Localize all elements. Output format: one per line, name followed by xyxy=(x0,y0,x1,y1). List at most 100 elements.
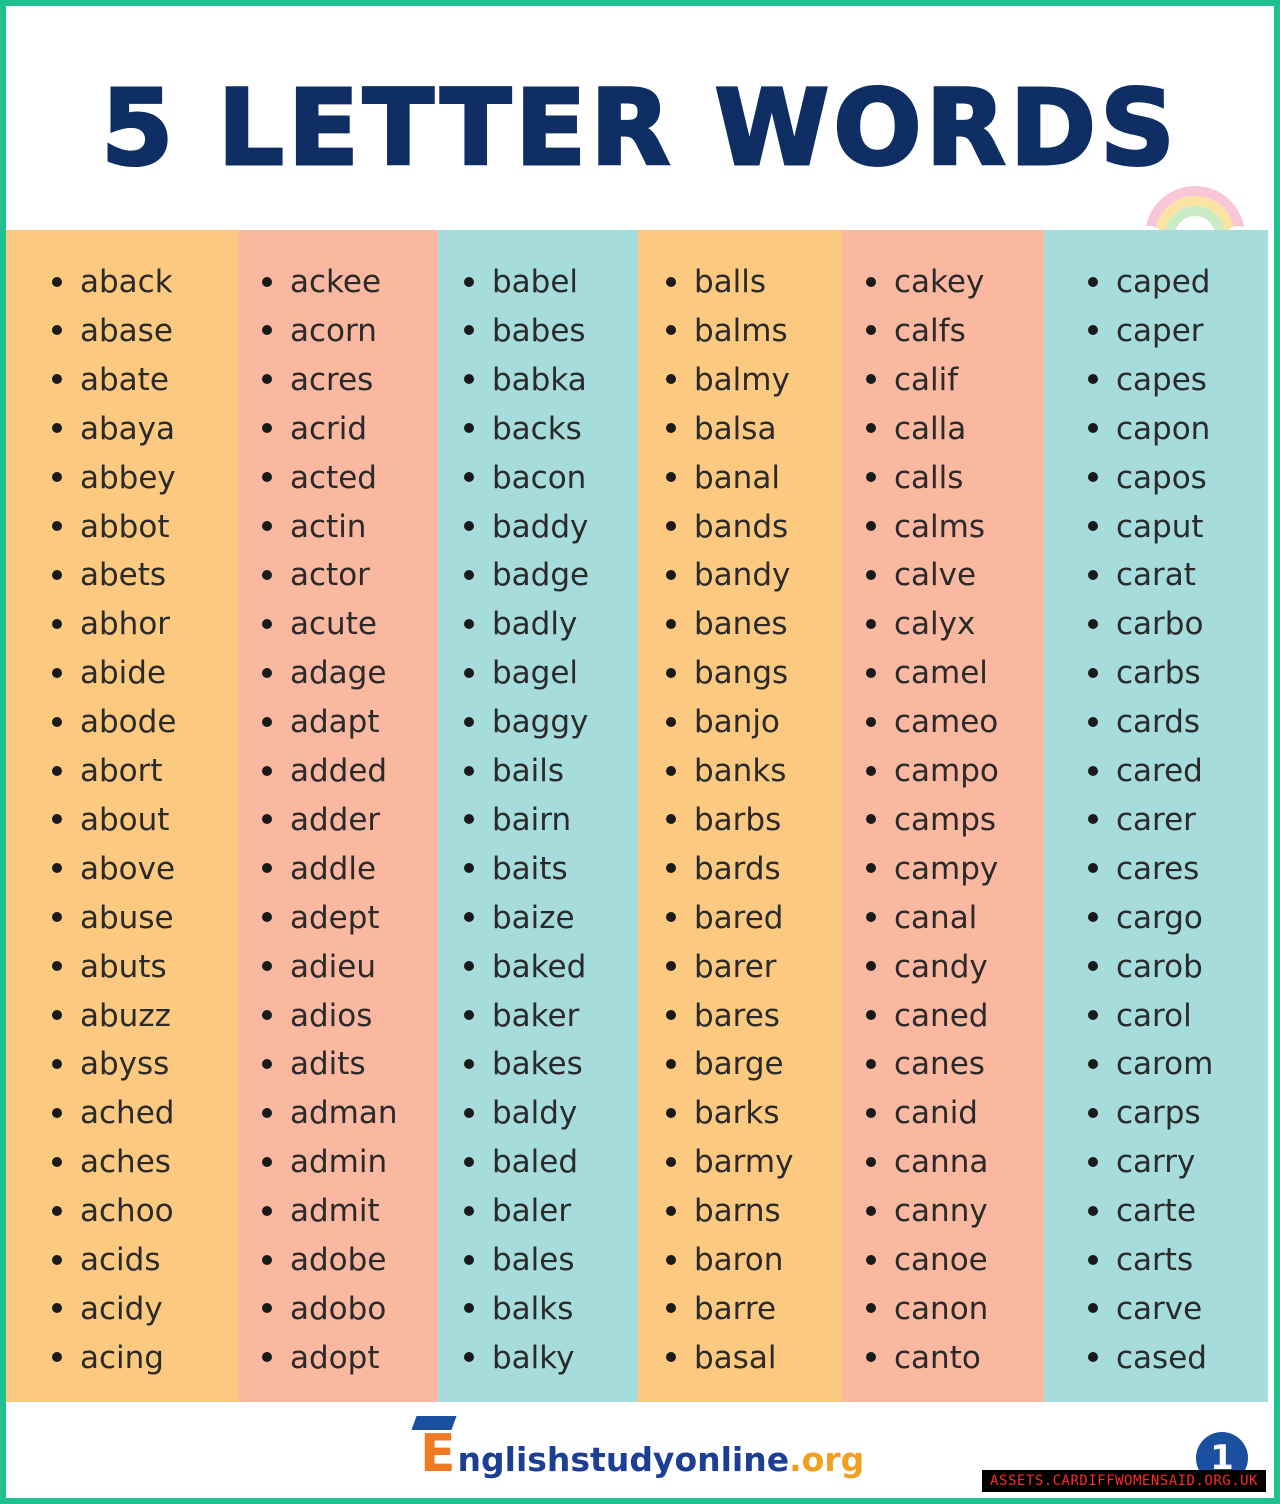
word-text: barge xyxy=(694,1046,784,1083)
bullet-icon xyxy=(866,276,876,287)
list-item: calyx xyxy=(866,604,975,644)
list-item: campo xyxy=(866,751,999,791)
bullet-icon xyxy=(666,863,676,874)
list-item: baldy xyxy=(464,1093,577,1133)
list-item: baits xyxy=(464,849,568,889)
bullet-icon xyxy=(464,1352,474,1363)
list-item: balsa xyxy=(666,409,776,449)
bullet-icon xyxy=(464,814,474,825)
bullet-icon xyxy=(1088,1107,1098,1118)
word-text: abbey xyxy=(80,459,176,496)
bullet-icon xyxy=(52,1352,62,1363)
list-item: carte xyxy=(1088,1191,1196,1231)
list-item: adits xyxy=(262,1044,366,1084)
list-item: adobe xyxy=(262,1240,386,1280)
bullet-icon xyxy=(464,961,474,972)
bullet-icon xyxy=(666,1156,676,1167)
word-text: abate xyxy=(80,361,169,398)
word-text: carry xyxy=(1116,1144,1196,1181)
word-text: balms xyxy=(694,312,788,349)
list-item: acorn xyxy=(262,311,377,351)
bullet-icon xyxy=(262,912,272,923)
word-text: bared xyxy=(694,899,784,936)
word-text: achoo xyxy=(80,1193,174,1230)
word-column: aback abase abate abaya abbey abbot abets abhor… xyxy=(6,230,238,1402)
list-item: baker xyxy=(464,996,579,1036)
word-text: calve xyxy=(894,557,977,594)
bullet-icon xyxy=(866,1058,876,1069)
list-item: adman xyxy=(262,1093,398,1133)
bullet-icon xyxy=(1088,765,1098,776)
list-item: bandy xyxy=(666,555,790,595)
bullet-icon xyxy=(262,423,272,434)
bullet-icon xyxy=(666,1205,676,1216)
bullet-icon xyxy=(262,472,272,483)
word-text: carob xyxy=(1116,948,1203,985)
bullet-icon xyxy=(262,1058,272,1069)
word-text: canon xyxy=(894,1290,989,1327)
word-text: banks xyxy=(694,753,787,789)
bullet-icon xyxy=(262,961,272,972)
list-item: basal xyxy=(666,1338,776,1378)
bullet-icon xyxy=(464,1156,474,1167)
list-item: acing xyxy=(52,1338,164,1378)
bullet-icon xyxy=(52,1010,62,1020)
word-text: barns xyxy=(694,1193,781,1230)
list-item: adopt xyxy=(262,1338,379,1378)
bullet-icon xyxy=(1088,716,1098,727)
list-item: bacon xyxy=(464,458,586,498)
bullet-icon xyxy=(52,569,62,580)
bullet-icon xyxy=(866,618,876,629)
bullet-icon xyxy=(262,618,272,629)
word-text: about xyxy=(80,801,170,838)
bullet-icon xyxy=(262,716,272,727)
word-text: bards xyxy=(694,850,781,887)
word-text: canes xyxy=(894,1046,985,1083)
word-text: abort xyxy=(80,753,163,789)
list-item: balky xyxy=(464,1338,574,1378)
bullet-icon xyxy=(464,1254,474,1265)
word-text: adopt xyxy=(290,1339,380,1376)
list-item: banes xyxy=(666,604,788,644)
bullet-icon xyxy=(1088,961,1098,972)
word-text: canna xyxy=(894,1144,989,1181)
word-text: calfs xyxy=(894,312,966,349)
list-item: badge xyxy=(464,555,589,595)
word-text: badge xyxy=(492,557,590,594)
word-text: baler xyxy=(492,1193,572,1230)
bullet-icon xyxy=(464,912,474,923)
word-text: carbo xyxy=(1116,606,1204,643)
list-item: acres xyxy=(262,360,373,400)
word-text: baggy xyxy=(492,704,589,741)
word-text: baron xyxy=(694,1242,784,1278)
list-item: banjo xyxy=(666,702,780,742)
word-text: aback xyxy=(80,264,173,300)
bullet-icon xyxy=(52,423,62,434)
bullet-icon xyxy=(262,1254,272,1265)
list-item: caned xyxy=(866,996,988,1036)
list-item: banks xyxy=(666,751,786,791)
list-item: balmy xyxy=(666,360,790,400)
bullet-icon xyxy=(666,423,676,434)
bullet-icon xyxy=(262,374,272,385)
word-text: canny xyxy=(894,1193,988,1230)
bullet-icon xyxy=(1088,472,1098,483)
word-column: caped caper capes capon capos caput carat carbo… xyxy=(1044,230,1268,1402)
word-text: capos xyxy=(1116,459,1207,496)
word-text: carer xyxy=(1116,801,1196,838)
list-item: abase xyxy=(52,311,173,351)
list-item: canny xyxy=(866,1191,988,1231)
bullet-icon xyxy=(1088,276,1098,287)
bullet-icon xyxy=(262,863,272,874)
word-text: admit xyxy=(290,1193,380,1230)
list-item: baron xyxy=(666,1240,783,1280)
list-item: calls xyxy=(866,458,963,498)
word-text: bangs xyxy=(694,655,789,692)
word-text: acids xyxy=(80,1242,161,1278)
list-item: cares xyxy=(1088,849,1199,889)
word-text: baker xyxy=(492,997,580,1034)
list-item: admit xyxy=(262,1191,380,1231)
list-item: aback xyxy=(52,262,173,302)
list-item: abhor xyxy=(52,604,170,644)
list-item: barer xyxy=(666,947,777,987)
